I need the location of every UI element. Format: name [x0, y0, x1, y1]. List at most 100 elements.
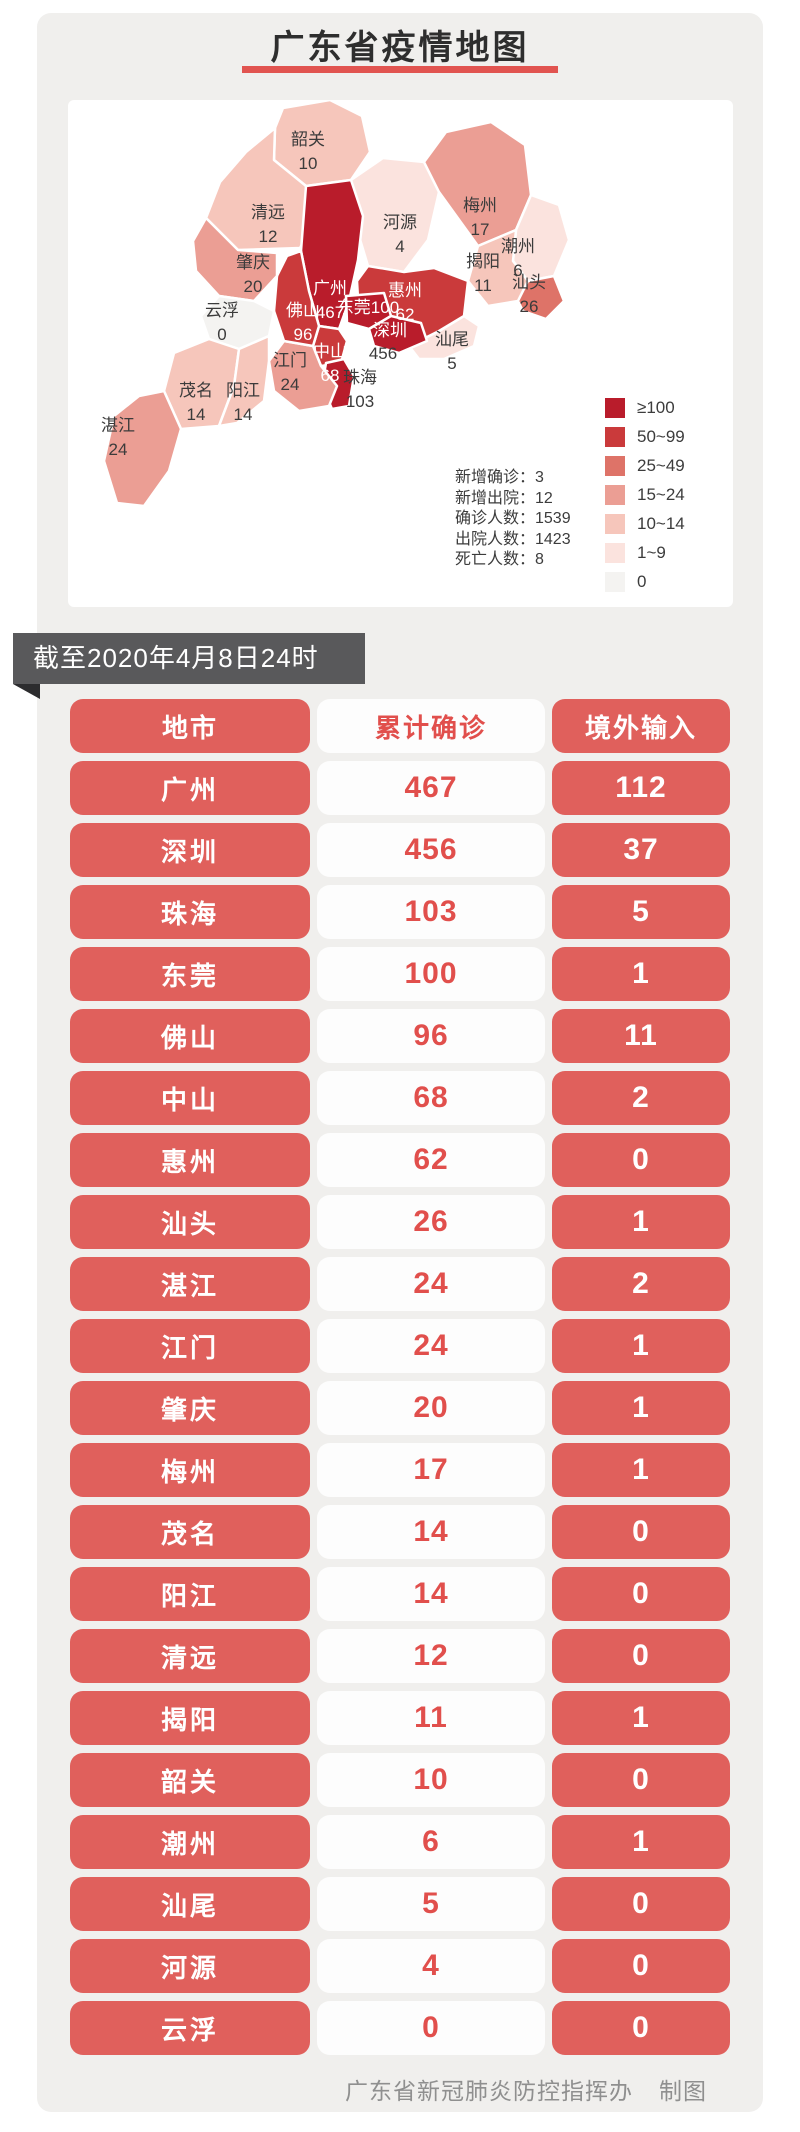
title-underline: [242, 66, 558, 73]
legend-label: 10~14: [637, 513, 685, 533]
legend-swatch: [605, 484, 625, 505]
cell-city: 东莞: [70, 947, 310, 1001]
cell-city: 江门: [70, 1319, 310, 1373]
table-row: 湛江 24 2: [70, 1257, 730, 1311]
cell-confirmed: 24: [317, 1257, 545, 1311]
map-region-label: 惠州: [388, 281, 422, 300]
footer-suffix: 制图: [659, 2078, 707, 2104]
table-row: 珠海 103 5: [70, 885, 730, 939]
table-row: 云浮 0 0: [70, 2001, 730, 2055]
guangdong-choropleth-map: 韶关 10 清远 12 河源 4 梅州 17 潮州 6 揭阳 11 汕头 26 汕尾 5 惠州 62 广州 467东莞…: [101, 100, 571, 508]
map-region-label: 96: [294, 325, 313, 344]
cell-imported: 0: [552, 1505, 730, 1559]
stat-line: 确诊人数：1539: [455, 510, 571, 527]
map-region-label: 0: [217, 325, 226, 344]
map-region-label: 14: [187, 405, 206, 424]
table-row: 韶关 10 0: [70, 1753, 730, 1807]
cell-confirmed: 103: [317, 885, 545, 939]
stat-line: 死亡人数：8: [455, 551, 544, 568]
table-row: 茂名 14 0: [70, 1505, 730, 1559]
map-region-label: 珠海: [343, 368, 377, 387]
legend-item: ≥100: [605, 393, 685, 422]
cell-city: 珠海: [70, 885, 310, 939]
cell-city: 韶关: [70, 1753, 310, 1807]
cell-city: 阳江: [70, 1567, 310, 1621]
map-region-label: 24: [281, 375, 300, 394]
cell-imported: 37: [552, 823, 730, 877]
cell-city: 清远: [70, 1629, 310, 1683]
cell-city: 湛江: [70, 1257, 310, 1311]
table-row: 深圳 456 37: [70, 823, 730, 877]
header-cell-imported: 境外输入: [552, 699, 730, 753]
map-region-label: 湛江: [101, 416, 135, 435]
map-region-label: 467: [316, 303, 344, 322]
cell-imported: 2: [552, 1257, 730, 1311]
map-region-label: 云浮: [205, 301, 239, 320]
cell-confirmed: 68: [317, 1071, 545, 1125]
table-row: 江门 24 1: [70, 1319, 730, 1373]
legend-label: ≥100: [637, 397, 675, 417]
cell-imported: 0: [552, 1753, 730, 1807]
map-region-label: 5: [447, 354, 456, 373]
cell-city: 广州: [70, 761, 310, 815]
legend-swatch: [605, 571, 625, 592]
cell-imported: 1: [552, 1195, 730, 1249]
cell-imported: 0: [552, 1133, 730, 1187]
map-region-label: 12: [259, 227, 278, 246]
legend-label: 25~49: [637, 455, 685, 475]
cell-city: 佛山: [70, 1009, 310, 1063]
cell-city: 惠州: [70, 1133, 310, 1187]
legend-item: 1~9: [605, 538, 685, 567]
map-region-label: 阳江: [226, 381, 260, 400]
map-card: 韶关 10 清远 12 河源 4 梅州 17 潮州 6 揭阳 11 汕头 26 汕尾 5 惠州 62 广州 467 东莞…: [68, 100, 733, 607]
map-region-label: 汕尾: [435, 330, 469, 349]
cell-confirmed: 24: [317, 1319, 545, 1373]
cell-confirmed: 96: [317, 1009, 545, 1063]
map-region-label: 62: [396, 305, 415, 324]
cell-confirmed: 14: [317, 1567, 545, 1621]
cell-confirmed: 62: [317, 1133, 545, 1187]
table-row: 广州 467 112: [70, 761, 730, 815]
cell-city: 揭阳: [70, 1691, 310, 1745]
legend-swatch: [605, 542, 625, 563]
cell-imported: 0: [552, 1567, 730, 1621]
stat-line: 出院人数：1423: [455, 530, 571, 548]
map-region-label: 佛山: [286, 301, 320, 320]
map-region-label: 揭阳: [466, 252, 500, 271]
footer-source: 广东省新冠肺炎防控指挥办: [345, 2078, 633, 2104]
legend-item: 0: [605, 567, 685, 596]
cell-city: 中山: [70, 1071, 310, 1125]
legend-item: 50~99: [605, 422, 685, 451]
cell-city: 云浮: [70, 2001, 310, 2055]
legend-item: 15~24: [605, 480, 685, 509]
legend-swatch: [605, 513, 625, 534]
legend-label: 15~24: [637, 484, 685, 504]
cell-imported: 1: [552, 1815, 730, 1869]
cell-confirmed: 467: [317, 761, 545, 815]
map-region-shape: [267, 339, 339, 413]
map-region-label: 汕头: [512, 273, 546, 292]
table-row: 潮州 6 1: [70, 1815, 730, 1869]
map-legend: ≥100 50~99 25~49 15~24 10~14 1~9 0: [605, 393, 685, 596]
legend-swatch: [605, 426, 625, 447]
table-row: 揭阳 11 1: [70, 1691, 730, 1745]
map-region-label: 11: [474, 276, 492, 295]
cell-city: 肇庆: [70, 1381, 310, 1435]
cell-city: 汕头: [70, 1195, 310, 1249]
stat-line: 新增出院：12: [455, 489, 553, 507]
legend-swatch: [605, 397, 625, 418]
map-region-label: 河源: [383, 213, 417, 232]
map-region-label: 清远: [251, 203, 285, 222]
legend-label: 1~9: [637, 542, 666, 562]
map-region-label: 深圳: [373, 321, 407, 340]
map-region-label: 江门: [273, 351, 307, 370]
map-region-label: 广州: [313, 279, 347, 298]
cell-city: 深圳: [70, 823, 310, 877]
cell-imported: 0: [552, 1877, 730, 1931]
map-region-label: 6: [513, 261, 522, 280]
footer-credit: 广东省新冠肺炎防控指挥办 制图: [345, 2072, 707, 2106]
table-row: 东莞 100 1: [70, 947, 730, 1001]
legend-item: 25~49: [605, 451, 685, 480]
map-region-label: 17: [471, 220, 490, 239]
